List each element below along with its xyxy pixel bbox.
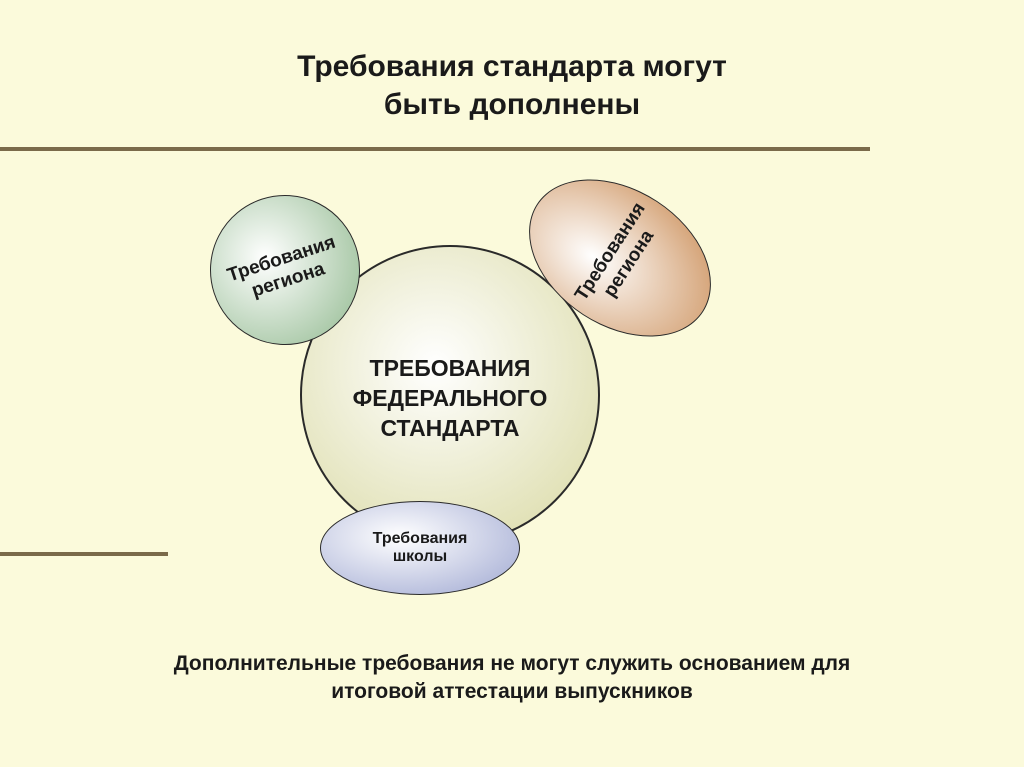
title-line2: быть дополнены <box>384 88 640 121</box>
footer-text: Дополнительные требования не могут служи… <box>0 650 1024 707</box>
main-circle-label: ТРЕБОВАНИЯ ФЕДЕРАЛЬНОГО СТАНДАРТА <box>353 354 548 444</box>
satellite-bottom: Требования школы <box>320 501 520 595</box>
slide: Требования стандарта могут быть дополнен… <box>0 0 1024 767</box>
footer-line1: Дополнительные требования не могут служи… <box>174 652 851 675</box>
divider-bottom <box>0 552 168 556</box>
satellite-bottom-label: Требования школы <box>373 530 468 566</box>
main-circle-line2: ФЕДЕРАЛЬНОГО <box>353 385 548 411</box>
footer-line2: итоговой аттестации выпускников <box>331 680 693 703</box>
sat-bottom-line1: Требования <box>373 530 468 547</box>
slide-title: Требования стандарта могут быть дополнен… <box>0 48 1024 123</box>
satellite-left-label: Требования региона <box>225 232 345 309</box>
main-circle-line3: СТАНДАРТА <box>380 415 519 441</box>
title-line1: Требования стандарта могут <box>297 50 727 83</box>
sat-bottom-line2: школы <box>393 548 447 565</box>
satellite-right-label: Требования региона <box>571 199 669 317</box>
main-circle-line1: ТРЕБОВАНИЯ <box>370 355 531 381</box>
divider-top <box>0 147 870 151</box>
